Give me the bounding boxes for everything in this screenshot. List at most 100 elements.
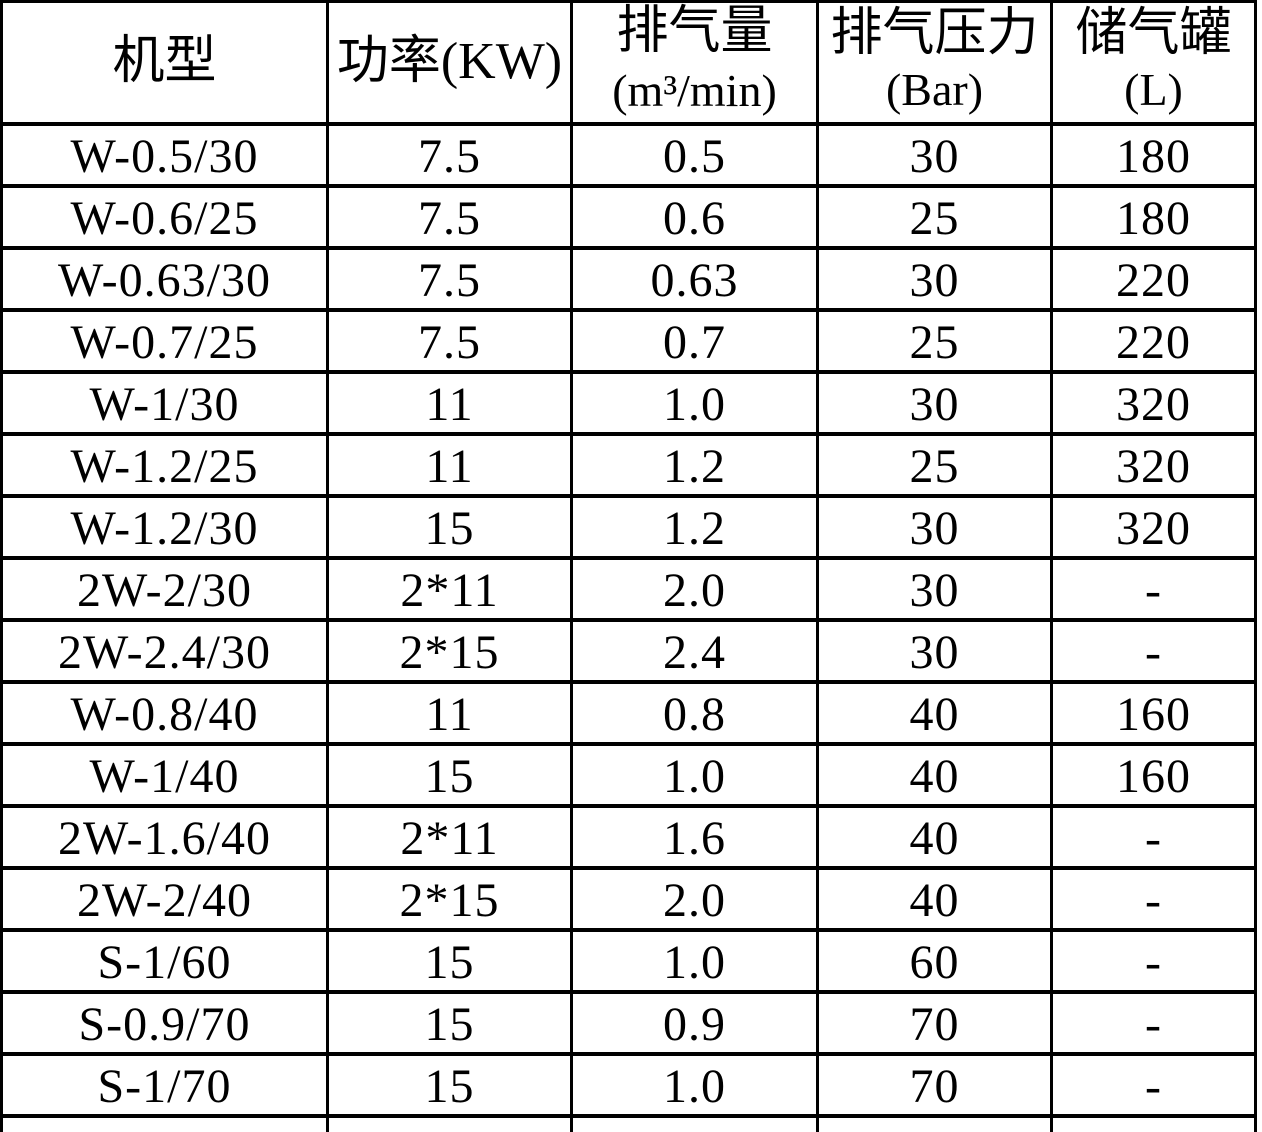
header-tank-label: 储气罐 [1075,5,1232,63]
cell-model: W-0.7/25 [0,307,329,374]
header-model-label: 机型 [112,33,217,91]
header-tank: 储气罐 (L) [1050,0,1257,126]
cell-power: 2*15 [326,865,573,932]
cell-model: W-0.63/30 [0,245,329,312]
cell-model: W-1/40 [0,741,329,808]
cell-pressure: 30 [816,493,1053,560]
cell-power: 15 [326,741,573,808]
cell-displacement: 1.0 [570,741,819,808]
cell-tank: - [1050,1051,1257,1118]
cell-tank: - [1050,1113,1257,1132]
cell-pressure: 70 [816,1113,1053,1132]
cell-power: 7.5 [326,121,573,188]
cell-power: 2*15 [326,617,573,684]
table-row: W-0.6/25 7.5 0.6 25 180 [0,183,1257,250]
header-displacement: 排气量 (m³/min) [570,0,819,126]
cell-tank: 180 [1050,183,1257,250]
cell-pressure: 40 [816,803,1053,870]
cell-power: 2*11 [326,803,573,870]
cell-displacement: 0.63 [570,245,819,312]
table-row: 2W-2/40 2*15 2.0 40 - [0,865,1257,932]
cell-pressure: 25 [816,183,1053,250]
cell-displacement: 2.0 [570,555,819,622]
header-displacement-unit: (m³/min) [612,64,777,116]
cell-model: S-1/70 [0,1051,329,1118]
cell-pressure: 30 [816,245,1053,312]
header-power-label: 功率(KW) [336,33,563,91]
cell-pressure: 40 [816,679,1053,746]
cell-pressure: 70 [816,989,1053,1056]
header-power: 功率(KW) [326,0,573,126]
table-row: S-1/60 15 1.0 60 - [0,927,1257,994]
table-row: W-0.8/40 11 0.8 40 160 [0,679,1257,746]
header-pressure: 排气压力 (Bar) [816,0,1053,126]
cell-power: 15 [326,493,573,560]
cell-power: 7.5 [326,245,573,312]
cell-power: 7.5 [326,183,573,250]
cell-model: S-1/60 [0,927,329,994]
cell-displacement: 0.9 [570,989,819,1056]
cell-pressure: 40 [816,865,1053,932]
table-row: S-1/70 15 1.0 70 - [0,1051,1257,1118]
cell-pressure: 30 [816,555,1053,622]
cell-model: 2W-2.4/30 [0,617,329,684]
cell-power: 7.5 [326,307,573,374]
cell-tank: 220 [1050,307,1257,374]
cell-pressure: 60 [816,927,1053,994]
cell-displacement: 1.2 [570,493,819,560]
cell-pressure: 70 [816,1051,1053,1118]
cell-tank: 160 [1050,679,1257,746]
table-row: 2W-1.6/40 2*11 1.6 40 - [0,803,1257,870]
cell-displacement: 1.0 [570,927,819,994]
table-row: 2W-2/30 2*11 2.0 30 - [0,555,1257,622]
table-row: W-0.7/25 7.5 0.7 25 220 [0,307,1257,374]
cell-model: W-0.6/25 [0,183,329,250]
header-pressure-label: 排气压力 [830,5,1039,63]
table-row: W-1/40 15 1.0 40 160 [0,741,1257,808]
cell-pressure: 25 [816,307,1053,374]
cell-model: 2W-1.6/40 [0,803,329,870]
cell-displacement: 0.7 [570,307,819,374]
table-row: W-1/30 11 1.0 30 320 [0,369,1257,436]
cell-tank: 320 [1050,493,1257,560]
cell-pressure: 30 [816,617,1053,684]
cell-tank: - [1050,927,1257,994]
cell-displacement: 0.5 [570,121,819,188]
cell-power: 11 [326,431,573,498]
cell-model: W-0.8/40 [0,679,329,746]
cell-tank: - [1050,803,1257,870]
cell-model: 2W-2/40 [0,865,329,932]
cell-pressure: 30 [816,121,1053,188]
header-displacement-label: 排气量 [616,2,773,60]
cell-tank: 220 [1050,245,1257,312]
header-tank-unit: (L) [1124,64,1183,116]
cell-power: 15 [326,927,573,994]
cell-tank: 320 [1050,431,1257,498]
cell-power: 2*15 [326,1113,573,1132]
cell-model: W-0.5/30 [0,121,329,188]
table-row: W-1.2/25 11 1.2 25 320 [0,431,1257,498]
header-row: 机型 功率(KW) 排气量 (m³/min) 排气压力 (Bar) 储气罐 (L… [0,0,1257,126]
cell-displacement: 2.4 [570,617,819,684]
cell-tank: - [1050,617,1257,684]
header-pressure-unit: (Bar) [885,64,984,116]
header-model: 机型 [0,0,329,126]
cell-tank: - [1050,865,1257,932]
table-row: W-0.63/30 7.5 0.63 30 220 [0,245,1257,312]
cell-displacement: 1.6 [570,803,819,870]
cell-displacement: 1.0 [570,1051,819,1118]
cell-model: 2W-2/30 [0,555,329,622]
cell-model: S-0.9/70 [0,989,329,1056]
table-row: 2S-2/70 2*15 2.0 70 - [0,1113,1257,1132]
cell-pressure: 40 [816,741,1053,808]
cell-displacement: 2.0 [570,865,819,932]
cell-tank: 180 [1050,121,1257,188]
cell-displacement: 0.8 [570,679,819,746]
cell-model: W-1/30 [0,369,329,436]
cell-power: 11 [326,679,573,746]
cell-displacement: 1.2 [570,431,819,498]
cell-power: 15 [326,1051,573,1118]
cell-pressure: 30 [816,369,1053,436]
cell-tank: - [1050,989,1257,1056]
